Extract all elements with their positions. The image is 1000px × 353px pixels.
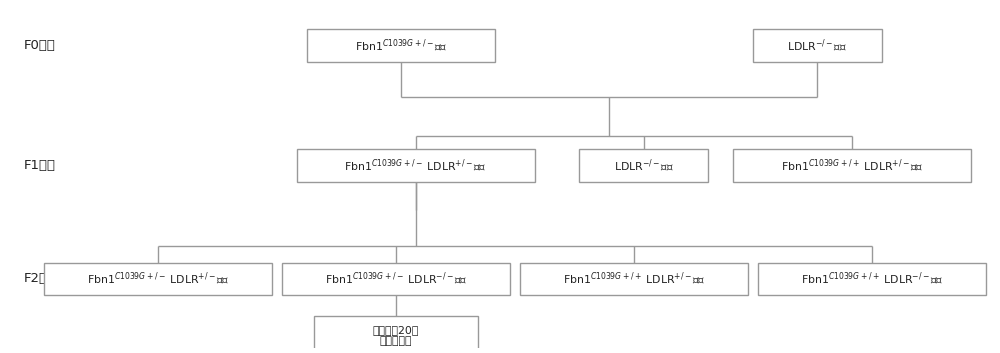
Text: Fbn1$^{C1039G+/+}$ LDLR$^{-/-}$小鼠: Fbn1$^{C1039G+/+}$ LDLR$^{-/-}$小鼠 (801, 271, 943, 287)
Text: Fbn1$^{C1039G+/+}$ LDLR$^{+/-}$小鼠: Fbn1$^{C1039G+/+}$ LDLR$^{+/-}$小鼠 (563, 271, 705, 287)
FancyBboxPatch shape (44, 263, 272, 295)
Text: Fbn1$^{C1039G+/+}$ LDLR$^{+/-}$小鼠: Fbn1$^{C1039G+/+}$ LDLR$^{+/-}$小鼠 (781, 157, 923, 174)
FancyBboxPatch shape (758, 263, 986, 295)
FancyBboxPatch shape (579, 149, 708, 182)
Text: Fbn1$^{C1039G+/-}$ LDLR$^{+/-}$小鼠: Fbn1$^{C1039G+/-}$ LDLR$^{+/-}$小鼠 (344, 157, 487, 174)
Text: Fbn1$^{C1039G+/-}$小鼠: Fbn1$^{C1039G+/-}$小鼠 (355, 37, 447, 54)
FancyBboxPatch shape (297, 149, 535, 182)
FancyBboxPatch shape (733, 149, 971, 182)
FancyBboxPatch shape (282, 263, 510, 295)
Text: F0代：: F0代： (24, 39, 56, 52)
FancyBboxPatch shape (314, 316, 478, 353)
Text: Fbn1$^{C1039G+/-}$ LDLR$^{-/-}$小鼠: Fbn1$^{C1039G+/-}$ LDLR$^{-/-}$小鼠 (325, 271, 467, 287)
Text: Fbn1$^{C1039G+/-}$ LDLR$^{+/-}$小鼠: Fbn1$^{C1039G+/-}$ LDLR$^{+/-}$小鼠 (87, 271, 229, 287)
FancyBboxPatch shape (753, 29, 882, 62)
Text: F2代：: F2代： (24, 273, 56, 285)
Text: 高脂喂养20周
建成模型鼠: 高脂喂养20周 建成模型鼠 (373, 325, 419, 346)
FancyBboxPatch shape (307, 29, 495, 62)
Text: F1代：: F1代： (24, 159, 56, 172)
Text: LDLR$^{-/-}$小鼠: LDLR$^{-/-}$小鼠 (614, 157, 674, 174)
Text: LDLR$^{-/-}$小鼠: LDLR$^{-/-}$小鼠 (787, 37, 847, 54)
FancyBboxPatch shape (520, 263, 748, 295)
